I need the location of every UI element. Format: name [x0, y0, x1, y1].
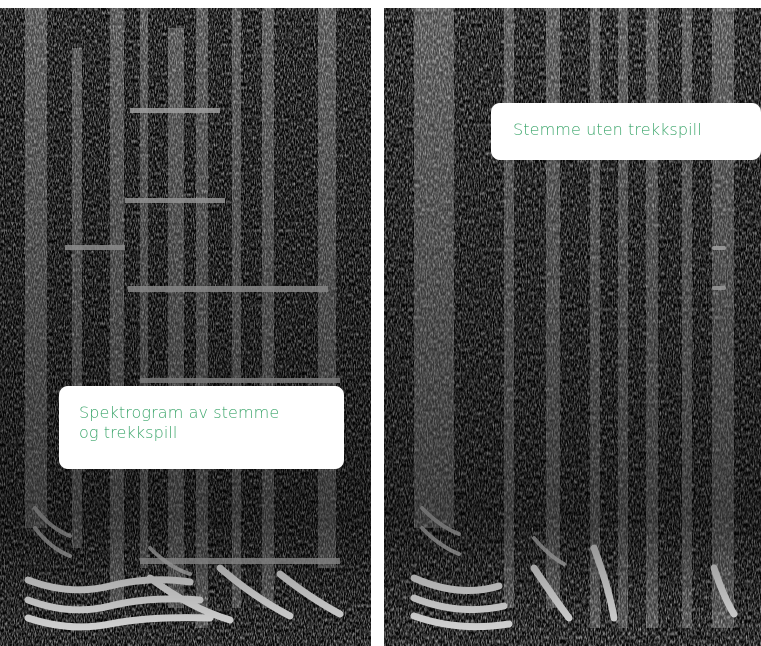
caption-voice-and-accordion: Spektrogram av stemme og trekkspill [59, 386, 344, 469]
caption-voice-only-line-1: Stemme uten trekkspill [513, 120, 702, 139]
caption-voice-and-accordion-line-2: og trekkspill [79, 423, 178, 442]
caption-voice-only: Stemme uten trekkspill [491, 103, 761, 160]
spectrogram-voice-and-accordion-image [0, 8, 371, 646]
caption-voice-and-accordion-line-1: Spektrogram av stemme [79, 403, 280, 422]
spectrogram-voice-and-accordion [0, 8, 371, 646]
